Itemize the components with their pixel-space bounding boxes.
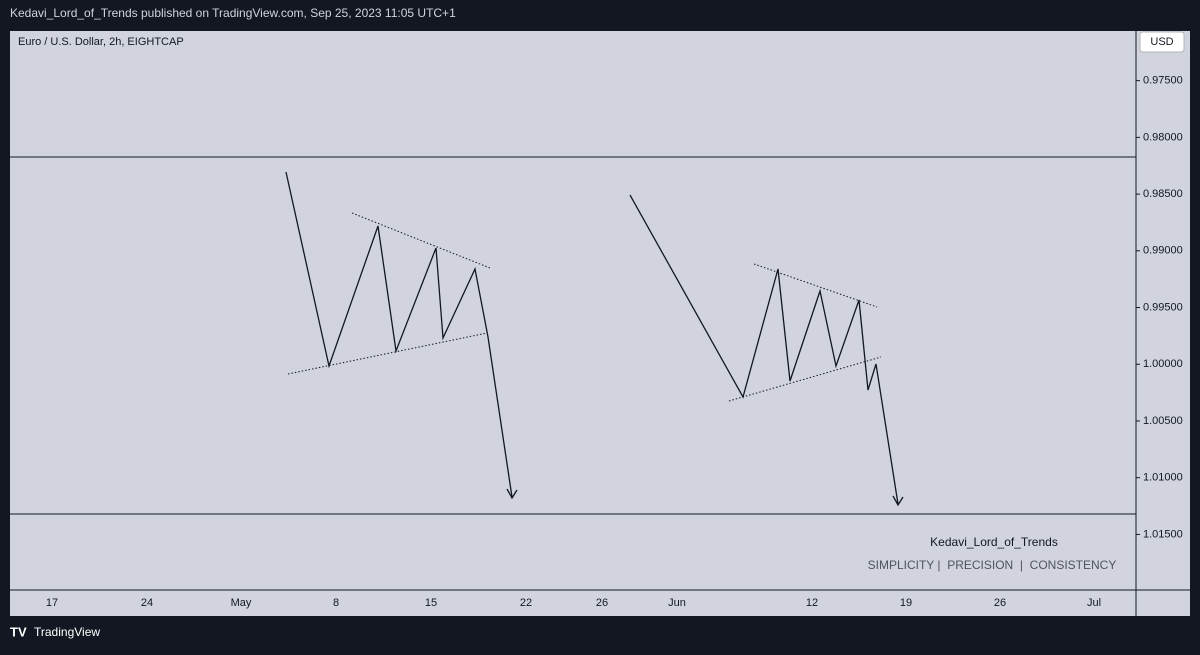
trendline-dotted: [351, 212, 491, 269]
x-tick-label: May: [231, 597, 252, 609]
x-tick-label: 26: [994, 597, 1006, 609]
y-tick-label: 0.99500: [1143, 301, 1183, 313]
symbol-title: Euro / U.S. Dollar, 2h, EIGHTCAP: [18, 36, 184, 48]
y-tick-label: 1.01000: [1143, 472, 1183, 484]
y-tick-label: 0.99000: [1143, 245, 1183, 257]
x-tick-label: Jul: [1087, 597, 1101, 609]
x-tick-label: 15: [425, 597, 437, 609]
x-tick-label: Jun: [668, 597, 686, 609]
logo-icon: TV: [10, 624, 27, 639]
publish-header: Kedavi_Lord_of_Trends published on Tradi…: [10, 6, 456, 20]
arrow-head: [506, 488, 518, 500]
chart-panel: [10, 31, 1190, 616]
x-tick-label: 19: [900, 597, 912, 609]
watermark-slogan: SIMPLICITY | PRECISION | CONSISTENCY: [868, 558, 1117, 572]
y-tick-label: 0.98500: [1143, 188, 1183, 200]
trendline-dotted: [753, 263, 878, 308]
x-tick-label: 24: [141, 597, 153, 609]
zigzag-drawing: [629, 194, 899, 505]
footer-logo: TV TradingView: [10, 624, 100, 639]
trendline-dotted: [287, 332, 488, 375]
x-tick-label: 8: [333, 597, 339, 609]
arrow-head: [892, 495, 904, 507]
footer-brand: TradingView: [34, 625, 100, 639]
x-tick-label: 17: [46, 597, 58, 609]
x-tick-label: 12: [806, 597, 818, 609]
x-tick-label: 26: [596, 597, 608, 609]
currency-label: USD: [1150, 36, 1173, 48]
y-tick-label: 0.98000: [1143, 131, 1183, 143]
y-tick-label: 0.97500: [1143, 75, 1183, 87]
y-tick-label: 1.00000: [1143, 358, 1183, 370]
y-tick-label: 1.00500: [1143, 415, 1183, 427]
zigzag-drawing: [285, 171, 513, 498]
x-tick-label: 22: [520, 597, 532, 609]
currency-button[interactable]: [1139, 31, 1185, 53]
watermark-name: Kedavi_Lord_of_Trends: [930, 535, 1058, 549]
y-tick-label: 1.01500: [1143, 528, 1183, 540]
